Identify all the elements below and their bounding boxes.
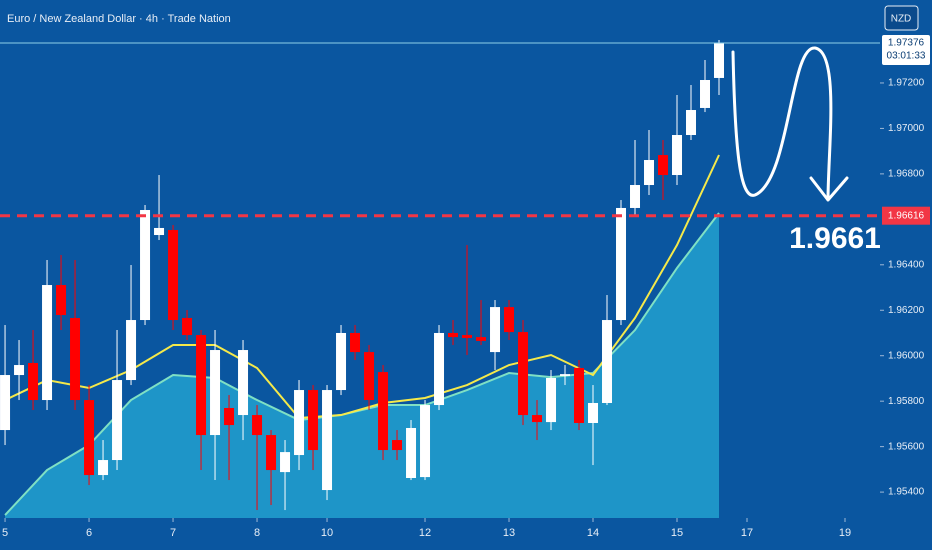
candle-body — [434, 332, 445, 406]
candle-body — [112, 380, 123, 461]
y-tick-label: 1.96800 — [888, 169, 925, 180]
candle-body — [280, 452, 291, 473]
plot-area — [0, 40, 725, 518]
candle-body — [420, 405, 431, 478]
candle-body — [182, 317, 193, 336]
candle-body — [546, 377, 557, 423]
x-tick-label: 13 — [503, 527, 515, 539]
x-tick-label: 5 — [2, 527, 8, 539]
candle-body — [336, 332, 347, 391]
x-tick-label: 6 — [86, 527, 92, 539]
annotation: 1.9661 — [789, 222, 881, 255]
current-price-label: 1.97376 — [888, 38, 925, 49]
candle-body — [630, 185, 641, 208]
countdown: 03:01:33 — [887, 51, 926, 62]
candle-body — [168, 230, 179, 321]
y-tick-label: 1.97200 — [888, 78, 925, 89]
ma-area — [5, 212, 720, 518]
candle-body — [560, 374, 571, 376]
candle-body — [476, 337, 487, 341]
y-tick-label: 1.97000 — [888, 123, 925, 134]
y-tick-label: 1.96000 — [888, 350, 925, 361]
candle-body — [294, 390, 305, 456]
candle-body — [378, 372, 389, 451]
x-tick-label: 8 — [254, 527, 260, 539]
candle-body — [322, 390, 333, 491]
y-tick-label: 1.95600 — [888, 441, 925, 452]
candle-body — [588, 402, 599, 423]
candle-body — [238, 350, 249, 416]
candle-body — [252, 415, 263, 436]
candle-body — [714, 42, 725, 78]
x-tick-label: 7 — [170, 527, 176, 539]
candle-body — [266, 435, 277, 471]
candle-body — [140, 210, 151, 321]
candle-body — [126, 320, 137, 381]
candle-body — [490, 307, 501, 353]
y-tick-label: 1.96200 — [888, 305, 925, 316]
level-label-box — [882, 206, 930, 225]
candle-body — [658, 155, 669, 176]
candle-body — [364, 352, 375, 401]
ma-line — [4, 154, 720, 420]
candle-body — [308, 390, 319, 451]
candle-body — [462, 335, 473, 338]
candle-body — [532, 415, 543, 423]
x-tick-label: 19 — [839, 527, 851, 539]
candle-body — [196, 335, 207, 436]
currency-box[interactable] — [884, 5, 919, 31]
candle-body — [392, 440, 403, 451]
candle-body — [224, 407, 235, 426]
y-tick-label: 1.95400 — [888, 487, 925, 498]
candle-body — [98, 460, 109, 476]
candle-body — [42, 285, 53, 401]
candle-body — [504, 307, 515, 333]
forecast-arrow — [731, 46, 849, 202]
candle-body — [406, 427, 417, 478]
candle-body — [518, 332, 529, 416]
candle-body — [0, 375, 11, 431]
level-label: 1.96616 — [888, 210, 925, 221]
candle-body — [686, 110, 697, 136]
current-price-box — [882, 34, 930, 65]
candle-body — [350, 332, 361, 353]
candle-body — [602, 320, 613, 403]
y-tick-label: 1.95800 — [888, 396, 925, 407]
x-tick-label: 15 — [671, 527, 683, 539]
candle-body — [700, 80, 711, 108]
y-tick-label: 1.96400 — [888, 259, 925, 270]
candle-body — [14, 365, 25, 376]
candle-body — [448, 332, 459, 338]
x-tick-label: 10 — [321, 527, 333, 539]
candle-body — [28, 362, 39, 401]
x-tick-label: 14 — [587, 527, 599, 539]
candle-body — [70, 317, 81, 401]
candle-body — [84, 400, 95, 476]
candle-body — [616, 207, 627, 321]
candle-body — [672, 135, 683, 176]
currency[interactable]: NZD — [891, 14, 912, 25]
candle-body — [56, 285, 67, 316]
candle-body — [210, 350, 221, 436]
x-tick-label: 12 — [419, 527, 431, 539]
x-tick-label: 17 — [741, 527, 753, 539]
candle-body — [644, 160, 655, 186]
candle-body — [154, 227, 165, 236]
chart-title: Euro / New Zealand Dollar · 4h · Trade N… — [7, 13, 231, 25]
candle-body — [574, 367, 585, 423]
